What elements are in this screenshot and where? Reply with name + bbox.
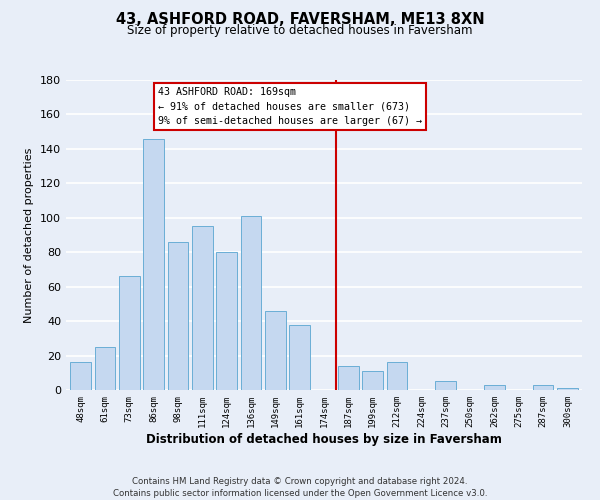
Bar [119, 276, 140, 390]
Bar [143, 138, 164, 390]
Bar [192, 226, 212, 390]
Bar [289, 324, 310, 390]
Bar [167, 242, 188, 390]
Bar [362, 371, 383, 390]
Text: Contains HM Land Registry data © Crown copyright and database right 2024.: Contains HM Land Registry data © Crown c… [132, 478, 468, 486]
Text: Size of property relative to detached houses in Faversham: Size of property relative to detached ho… [127, 24, 473, 37]
Bar [95, 347, 115, 390]
Text: 43 ASHFORD ROAD: 169sqm
← 91% of detached houses are smaller (673)
9% of semi-de: 43 ASHFORD ROAD: 169sqm ← 91% of detache… [158, 87, 422, 126]
Bar [533, 385, 553, 390]
Bar [386, 362, 407, 390]
Text: Contains public sector information licensed under the Open Government Licence v3: Contains public sector information licen… [113, 489, 487, 498]
Text: 43, ASHFORD ROAD, FAVERSHAM, ME13 8XN: 43, ASHFORD ROAD, FAVERSHAM, ME13 8XN [116, 12, 484, 28]
Text: Distribution of detached houses by size in Faversham: Distribution of detached houses by size … [146, 432, 502, 446]
Bar [338, 366, 359, 390]
Bar [265, 311, 286, 390]
Bar [557, 388, 578, 390]
Bar [436, 382, 456, 390]
Bar [241, 216, 262, 390]
Y-axis label: Number of detached properties: Number of detached properties [25, 148, 34, 322]
Bar [216, 252, 237, 390]
Bar [70, 362, 91, 390]
Bar [484, 385, 505, 390]
